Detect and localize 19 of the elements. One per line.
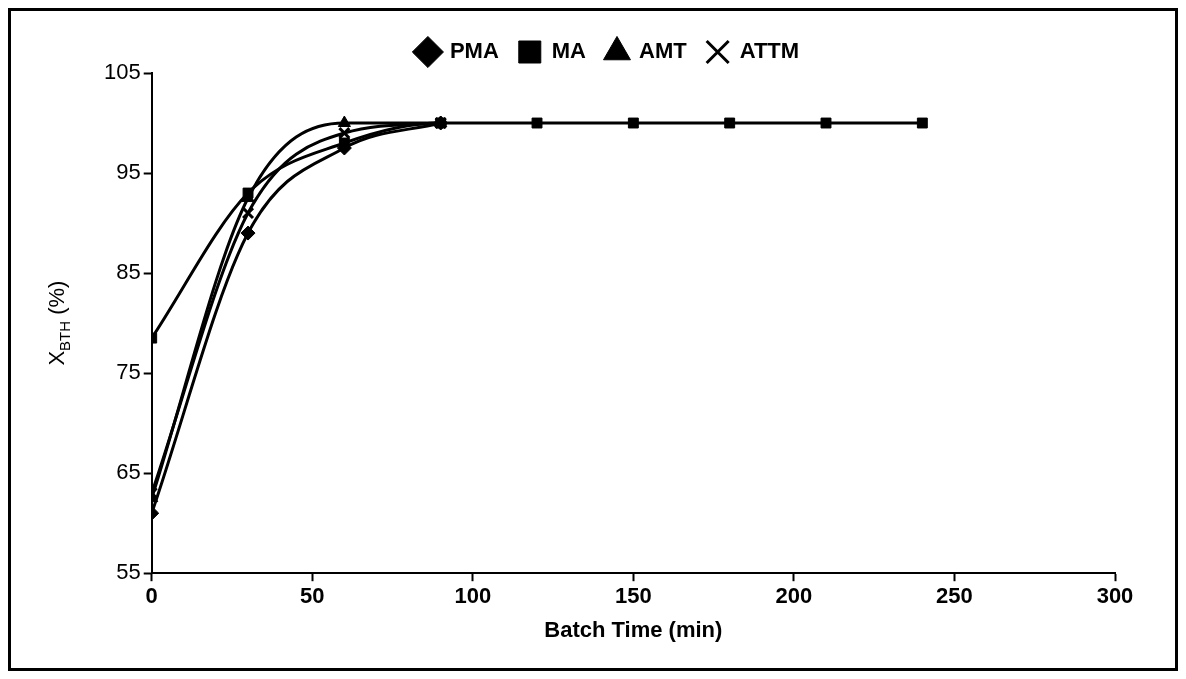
x-tick-label: 250 [936,583,973,609]
legend-label: AMT [639,38,688,64]
x-tick-label: 150 [614,583,652,609]
legend-label: PMA [449,38,499,64]
x-tick-label: 0 [145,583,158,609]
y-axis-title: XBTH (%) [44,280,73,366]
legend-label: ATTM [739,38,800,64]
y-tick-label: 85 [116,259,141,285]
x-tick-label: 300 [1096,583,1134,609]
x-tick-label: 100 [454,583,492,609]
y-tick-label: 65 [116,459,141,485]
legend-label: MA [551,38,587,64]
x-axis-title: Batch Time (min) [544,616,723,642]
y-tick-label: 95 [116,159,141,185]
x-tick-label: 200 [775,583,813,609]
x-tick-label: 50 [300,583,325,609]
y-tick-label: 55 [116,559,141,585]
y-tick-label: 105 [103,59,141,85]
y-tick-label: 75 [116,359,141,385]
